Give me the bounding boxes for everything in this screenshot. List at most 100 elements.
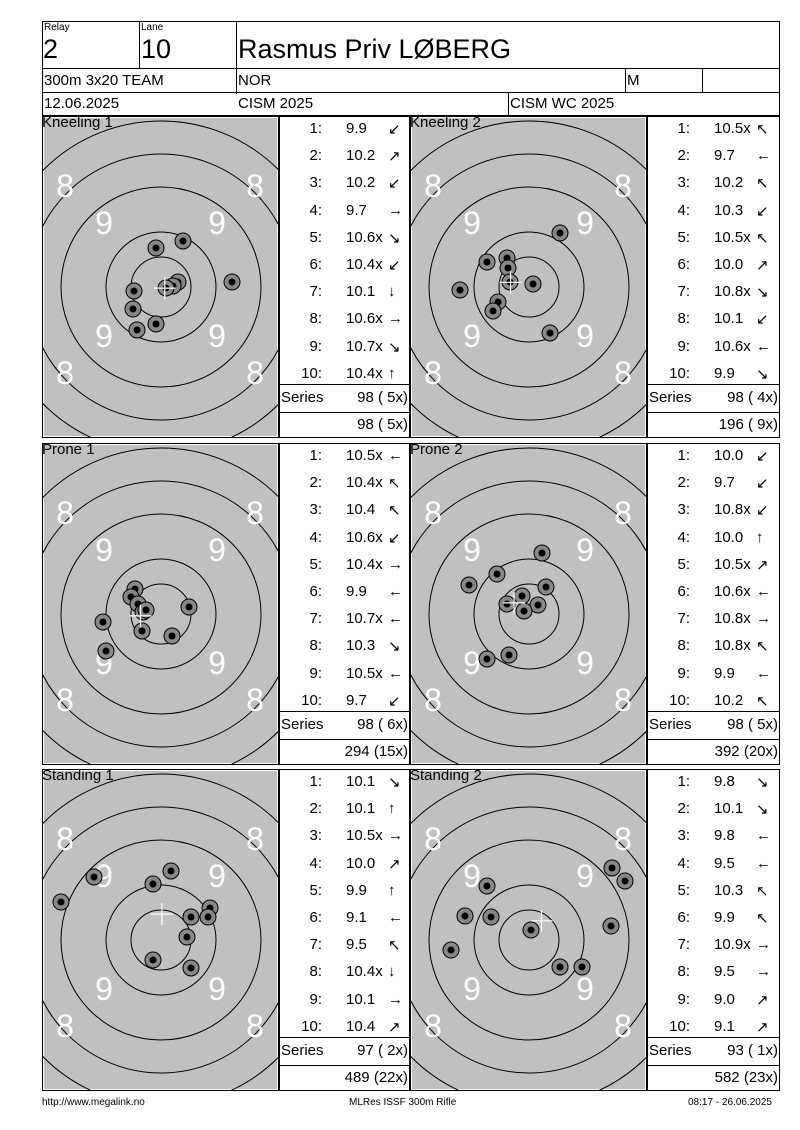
shot-score: 10.4x [346,963,383,981]
shot-score: 10.9x [714,936,751,954]
scoring-ring [498,256,560,318]
direction-arrow-icon: ← [756,854,771,872]
direction-arrow-icon: ↑ [756,528,764,546]
shot-score: 10.1 [346,800,376,818]
shot-score: 10.7x [346,610,383,628]
direction-arrow-icon: ↖ [388,937,401,955]
series-score: 98 ( 6x) [357,716,408,733]
direction-arrow-icon: ← [388,447,403,464]
direction-arrow-icon: ↖ [756,882,769,900]
ring-label-8: 8 [246,355,264,391]
cumulative-total: 582 (23x) [714,1069,778,1086]
direction-arrow-icon: ← [756,827,771,845]
scoring-ring [105,231,217,343]
shot-score: 9.1 [346,909,367,926]
ring-label-9: 9 [576,645,594,681]
shot-number: 7: [677,283,690,301]
shot-score: 10.4x [346,256,383,273]
shot-score: 10.4x [346,555,383,573]
direction-arrow-icon: ← [388,610,403,628]
shot-number: 1: [309,773,322,790]
score-list [647,443,780,765]
shot-number: 8: [309,310,322,328]
ring-label-8: 8 [56,495,74,531]
ring-label-9: 9 [576,532,594,568]
shot-hole-center [534,601,542,609]
direction-arrow-icon: ↗ [756,257,769,274]
shot-number: 2: [677,800,690,818]
shot-score: 10.1 [346,283,376,301]
shot-number: 2: [309,474,322,492]
shot-number: 2: [677,147,690,165]
target-face: 8 88 89 99 9 [411,771,646,1090]
ring-label-9: 9 [463,645,481,681]
shot-score: 9.7 [714,147,735,165]
direction-arrow-icon: ↙ [388,529,401,547]
ring-label-9: 9 [208,205,226,241]
score-list [647,769,780,1091]
scoring-ring [43,447,278,764]
ring-label-9: 9 [576,971,594,1007]
shot-number: 3: [677,827,690,845]
scoring-ring [43,153,278,421]
ring-label-8: 8 [56,355,74,391]
shot-number: 9: [309,337,322,355]
ring-label-9: 9 [208,532,226,568]
direction-arrow-icon: ↖ [756,175,769,193]
shot-number: 2: [677,474,690,492]
target-title: Kneeling 2 [410,114,481,131]
shot-score: 9.5 [714,963,735,981]
shot-hole-center [138,627,146,635]
shot-hole-center [179,237,187,245]
shot-number: 7: [309,610,322,628]
shot-number: 5: [677,881,690,899]
ring-label-8: 8 [56,821,74,857]
target-title: Prone 2 [410,441,463,458]
ring-label-8: 8 [246,821,264,857]
shot-score: 10.8x [714,283,751,301]
target-title: Standing 2 [410,767,482,784]
shot-number: 10: [669,364,690,382]
relay-label: Relay [44,22,70,33]
score-list [279,116,410,438]
shot-score: 9.9 [714,364,735,382]
direction-arrow-icon: ↗ [388,855,401,873]
shot-number: 10: [669,1017,690,1035]
ring-label-8: 8 [614,1008,632,1044]
series-score: 98 ( 4x) [727,389,778,406]
direction-arrow-icon: ← [756,583,771,600]
total-divider [279,739,410,740]
direction-arrow-icon: → [756,963,771,981]
ring-label-8: 8 [56,168,74,204]
header-divider [42,68,780,69]
shot-hole-center [503,600,511,608]
scoring-ring [411,480,646,748]
shot-number: 7: [677,610,690,628]
scoring-ring [428,513,630,715]
shot-hole-center [90,873,98,881]
header-divider [236,21,237,94]
shot-hole-center [187,964,195,972]
shot-score: 9.0 [714,990,735,1008]
shot-score: 10.2 [714,691,744,709]
shot-number: 6: [677,583,690,600]
direction-arrow-icon: ↘ [388,774,401,791]
shot-score: 9.7 [714,474,735,492]
ring-label-9: 9 [576,205,594,241]
direction-arrow-icon: ↘ [388,229,401,247]
series-divider [647,1037,780,1038]
ring-label-9: 9 [463,971,481,1007]
shot-number: 8: [309,963,322,981]
direction-arrow-icon: ↘ [756,801,769,819]
direction-arrow-icon: ↗ [388,148,401,166]
target-background [44,771,277,1089]
direction-arrow-icon: ↙ [388,257,401,274]
shot-number: 10: [301,1017,322,1035]
mean-impact-cross [499,271,522,294]
direction-arrow-icon: ← [756,147,771,165]
shot-score: 10.1 [346,990,376,1008]
direction-arrow-icon: ↖ [756,910,769,927]
scoring-ring [428,186,630,388]
